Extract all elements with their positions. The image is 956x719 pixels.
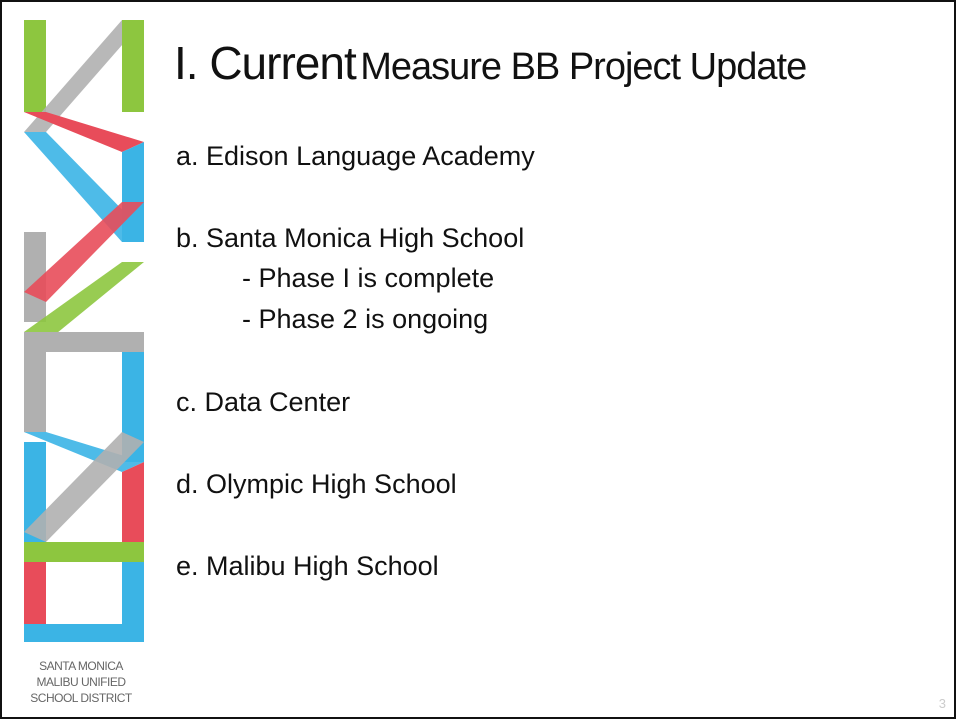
item-text: e. Malibu High School — [176, 551, 439, 581]
item-text: a. Edison Language Academy — [176, 141, 535, 171]
item-text: b. Santa Monica High School — [176, 223, 525, 253]
logo-line: SCHOOL DISTRICT — [30, 691, 132, 705]
sub-item: - Phase 2 is ongoing — [242, 304, 489, 334]
list-item: d. Olympic High School — [176, 464, 916, 504]
logo-shape — [122, 142, 144, 242]
logo-shape — [122, 462, 144, 562]
district-logo — [24, 20, 144, 642]
logo-shape — [24, 262, 144, 342]
logo-shape — [24, 332, 46, 432]
logo-shape — [24, 20, 144, 132]
logo-text: SANTA MONICA MALIBU UNIFIED SCHOOL DISTRIC… — [16, 658, 146, 706]
list-item: c. Data Center — [176, 382, 916, 422]
logo-shape — [24, 432, 144, 542]
item-text: c. Data Center — [176, 387, 351, 417]
page-number: 3 — [938, 696, 946, 711]
list-item: e. Malibu High School — [176, 546, 916, 586]
item-text: d. Olympic High School — [176, 469, 457, 499]
logo-shape — [24, 112, 144, 152]
logo-line: SANTA MONICA — [39, 659, 123, 673]
title-lead: I. Current — [174, 37, 357, 89]
logo-shape — [24, 542, 144, 562]
logo-shape — [122, 562, 144, 642]
logo-shape — [24, 20, 46, 112]
logo-line: MALIBU UNIFIED — [36, 675, 126, 689]
logo-shape — [24, 202, 144, 302]
slide-title: I. Current Measure BB Project Update — [174, 36, 807, 90]
logo-shape — [122, 20, 144, 112]
logo-shape — [24, 562, 46, 642]
logo-shape — [24, 624, 144, 642]
title-rest: Measure BB Project Update — [360, 46, 807, 88]
logo-shape — [46, 332, 144, 352]
list-item: a. Edison Language Academy — [176, 136, 916, 176]
list-item: b. Santa Monica High School - Phase I is … — [176, 218, 916, 340]
item-list: a. Edison Language Academy b. Santa Monic… — [176, 136, 916, 628]
sub-item: - Phase I is complete — [242, 263, 495, 293]
